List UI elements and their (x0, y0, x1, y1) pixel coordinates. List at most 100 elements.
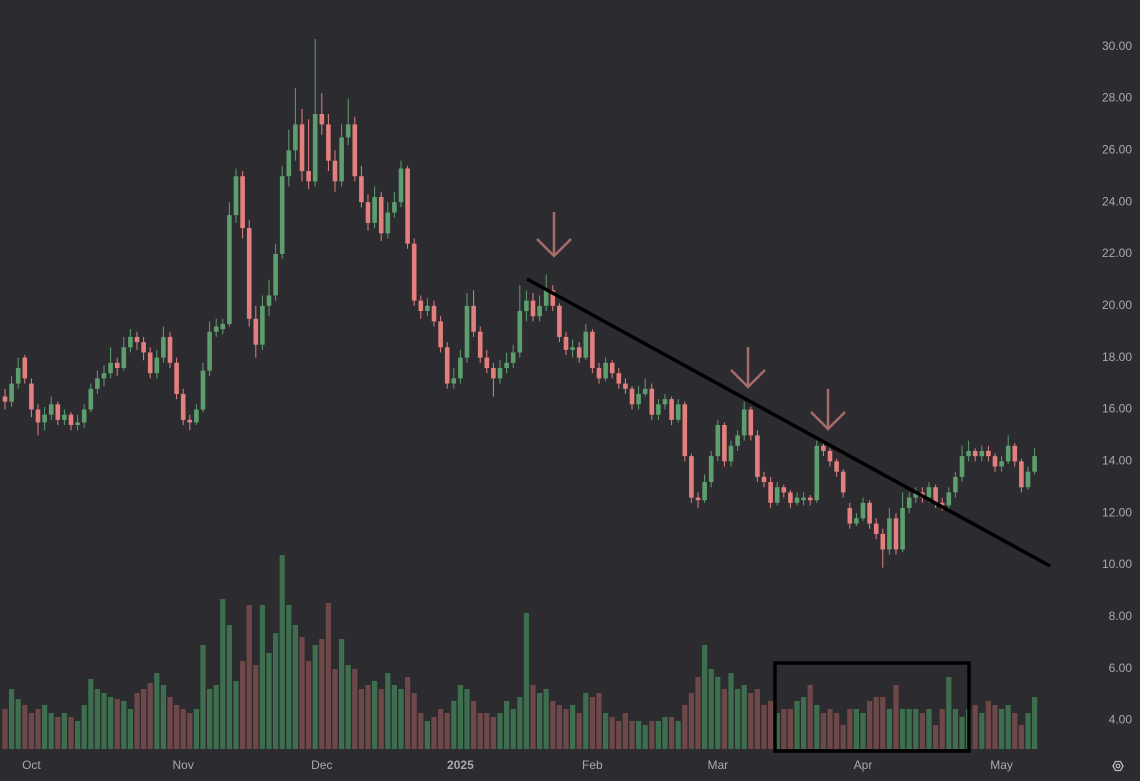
candle-body (510, 352, 516, 363)
candle-body (675, 404, 681, 420)
candle-body (273, 253, 278, 296)
candle-body (108, 362, 113, 374)
volume-bar (761, 705, 767, 749)
volume-bar (273, 633, 279, 749)
candle-body (392, 202, 397, 213)
candle-body (979, 450, 985, 457)
candle-layer (2, 38, 1037, 568)
candle-body (55, 404, 61, 420)
volume-bar (266, 653, 272, 749)
volume-bar (1032, 697, 1038, 749)
candle-body (425, 305, 430, 312)
volume-bar (517, 697, 523, 749)
candle-body (497, 368, 503, 379)
volume-bar (233, 681, 239, 749)
volume-bar (398, 689, 404, 749)
candle-body (609, 362, 615, 374)
arrow (536, 212, 572, 258)
candle-body (557, 305, 562, 337)
candle-body (491, 368, 496, 379)
candle-body (821, 445, 826, 451)
volume-bar (15, 699, 21, 749)
candle-body (649, 388, 655, 415)
candle-body (827, 450, 833, 462)
candle-body (332, 160, 338, 182)
volume-bar (193, 709, 199, 749)
settings-icon[interactable] (1112, 760, 1124, 772)
volume-bar (372, 681, 378, 749)
candle-body (590, 331, 595, 369)
volume-bar (48, 713, 54, 749)
x-tick-label: 2025 (447, 758, 474, 772)
volume-bar (933, 725, 939, 749)
candle-body (180, 393, 186, 420)
volume-bar (312, 645, 318, 749)
volume-bar (477, 713, 483, 749)
candle-body (992, 456, 998, 467)
candle-body (35, 409, 41, 423)
trendline (526, 277, 1051, 568)
candle-body (662, 399, 668, 405)
candle-body (695, 497, 701, 501)
volume-bar (1025, 713, 1031, 749)
volume-bar (642, 725, 648, 749)
candle-body (68, 414, 74, 426)
y-tick-label: 30.00 (1102, 39, 1132, 53)
x-tick-label: Mar (707, 758, 728, 772)
volume-bar (154, 673, 160, 749)
volume-bar (147, 683, 153, 749)
volume-bar (820, 713, 826, 749)
volume-bar (807, 685, 813, 749)
volume-bar (622, 713, 628, 749)
candle-body (682, 404, 688, 457)
volume-bar (682, 705, 688, 749)
y-tick-label: 28.00 (1102, 91, 1132, 105)
candle-body (616, 373, 622, 384)
x-tick-label: Feb (582, 758, 603, 772)
candle-body (524, 300, 529, 312)
volume-bar (160, 685, 166, 749)
volume-bar (424, 721, 430, 749)
volume-bar (834, 713, 840, 749)
candle-body (101, 373, 107, 379)
candle-body (246, 228, 252, 319)
volume-bar (537, 693, 543, 749)
volume-bar (484, 713, 490, 749)
volume-bar (75, 721, 81, 749)
volume-bar (814, 705, 820, 749)
candle-body (75, 422, 80, 426)
candle-body (359, 176, 364, 203)
volume-bar (451, 701, 457, 749)
candle-body (405, 168, 410, 244)
candle-body (161, 336, 166, 358)
x-tick-label: Dec (311, 758, 332, 772)
volume-bar (121, 701, 127, 749)
volume-bar (187, 713, 193, 749)
candle-body (768, 482, 773, 503)
candle-body (372, 196, 377, 223)
volume-bar (55, 717, 61, 749)
candle-body (458, 357, 463, 379)
x-tick-label: Nov (173, 758, 194, 772)
candle-body (966, 450, 971, 457)
candle-body (299, 124, 305, 172)
candle-body (48, 404, 54, 415)
volume-bar (167, 697, 173, 749)
volume-bar (999, 709, 1005, 749)
volume-bar (702, 645, 708, 749)
candle-body (1012, 445, 1018, 462)
candle-body (972, 450, 978, 457)
volume-bar (550, 701, 556, 749)
volume-bar (886, 709, 892, 749)
candle-body (781, 487, 787, 493)
candle-body (623, 383, 628, 389)
volume-bar (457, 685, 463, 749)
volume-bar (589, 697, 595, 749)
candle-body (794, 497, 800, 503)
volume-bar (345, 665, 351, 749)
volume-bar (781, 709, 787, 749)
candle-body (213, 326, 219, 332)
candle-body (504, 362, 509, 369)
volume-bar (913, 709, 919, 749)
